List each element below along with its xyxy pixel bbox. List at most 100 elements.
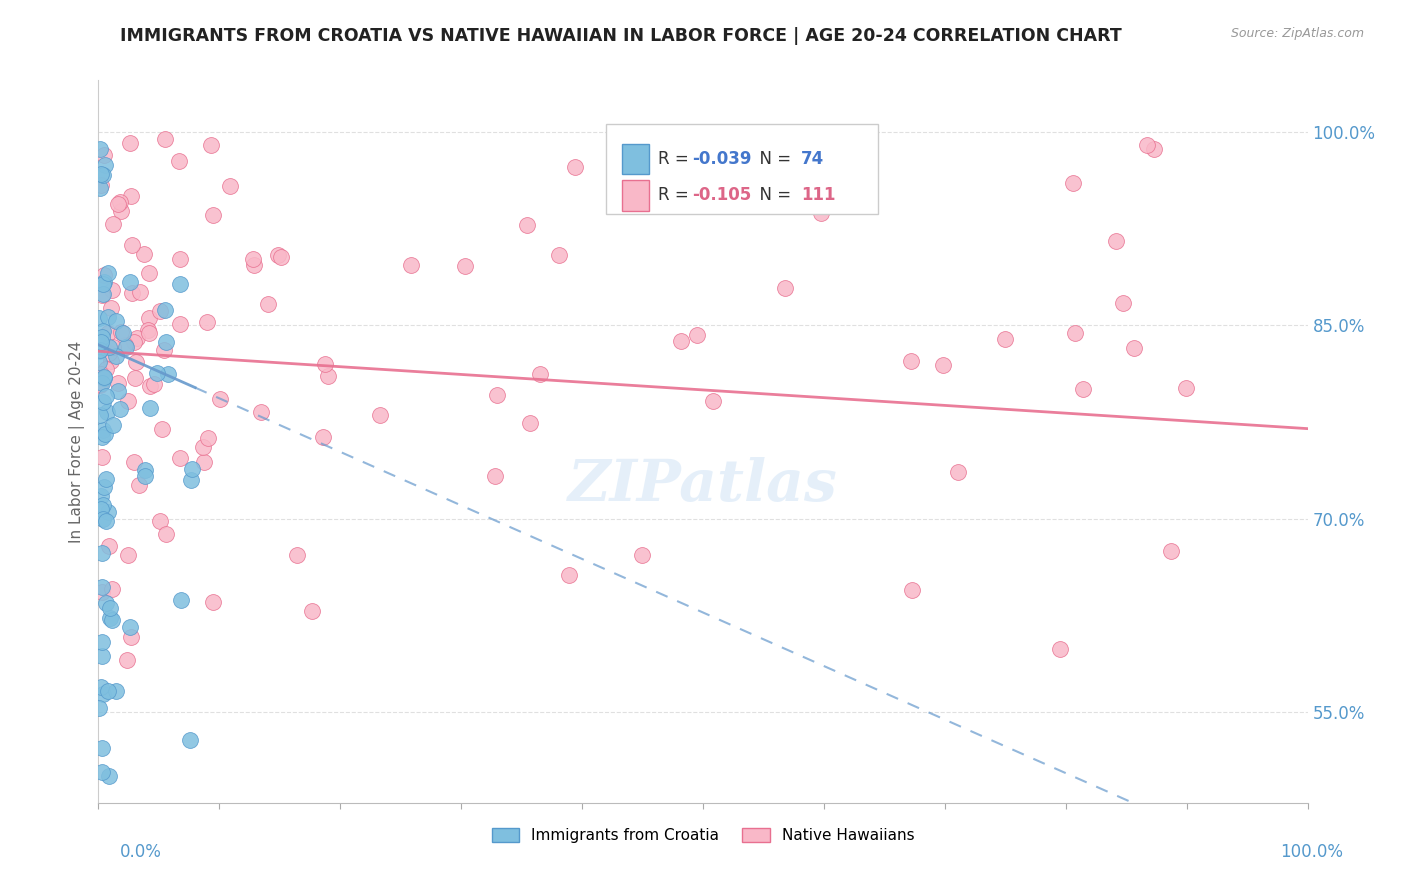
Point xyxy=(143,376,166,391)
Point xyxy=(117,548,139,562)
Point xyxy=(90,489,112,503)
Point xyxy=(90,167,112,181)
Point xyxy=(200,138,222,153)
Point xyxy=(994,332,1017,346)
Point xyxy=(98,601,121,615)
Text: -0.039: -0.039 xyxy=(692,150,752,168)
Point xyxy=(91,512,114,526)
Point xyxy=(900,354,922,368)
Point xyxy=(179,732,201,747)
Point xyxy=(932,359,955,373)
Point xyxy=(139,379,162,393)
Point xyxy=(1122,341,1144,355)
Point xyxy=(267,248,290,262)
Point xyxy=(97,266,120,280)
Point xyxy=(93,426,115,441)
Point xyxy=(110,325,132,339)
Text: R =: R = xyxy=(658,150,695,168)
Point xyxy=(138,266,160,280)
Point xyxy=(91,424,114,438)
Point xyxy=(118,620,141,634)
Point xyxy=(118,275,141,289)
Point xyxy=(90,178,112,192)
Point xyxy=(90,765,112,780)
Point xyxy=(149,304,172,318)
Point xyxy=(115,340,138,354)
Point xyxy=(519,416,541,430)
Point xyxy=(89,354,111,368)
Text: 100.0%: 100.0% xyxy=(1279,843,1343,861)
Point xyxy=(89,408,111,422)
Point xyxy=(257,296,280,310)
Point xyxy=(170,593,193,607)
Point xyxy=(91,277,114,291)
Point xyxy=(564,160,586,174)
Point xyxy=(127,331,149,345)
Point xyxy=(89,142,111,156)
Point xyxy=(93,687,115,701)
Point xyxy=(98,769,121,783)
Point xyxy=(138,311,160,326)
Point xyxy=(91,287,114,301)
Point xyxy=(91,740,114,755)
Point xyxy=(120,631,142,645)
Point xyxy=(93,148,115,162)
Point xyxy=(87,701,110,715)
Point xyxy=(96,596,118,610)
Point xyxy=(318,368,340,383)
Point xyxy=(96,405,118,419)
Point xyxy=(121,238,143,252)
Point xyxy=(94,389,117,403)
Text: R =: R = xyxy=(658,186,695,204)
Point xyxy=(150,421,173,435)
Point xyxy=(91,287,114,301)
Point xyxy=(557,567,579,582)
Point xyxy=(87,336,110,351)
Point xyxy=(486,388,509,402)
Text: IMMIGRANTS FROM CROATIA VS NATIVE HAWAIIAN IN LABOR FORCE | AGE 20-24 CORRELATIO: IMMIGRANTS FROM CROATIA VS NATIVE HAWAII… xyxy=(120,27,1121,45)
Point xyxy=(91,324,114,338)
Point xyxy=(90,368,112,382)
Point xyxy=(180,462,202,476)
Point xyxy=(149,514,172,528)
Point xyxy=(138,326,160,340)
Point xyxy=(97,326,120,341)
Point xyxy=(96,473,118,487)
Point xyxy=(87,310,110,325)
Point xyxy=(90,376,112,391)
Point xyxy=(93,371,115,385)
Point xyxy=(169,277,191,292)
Point xyxy=(87,343,110,358)
Point xyxy=(100,354,122,368)
Point xyxy=(93,268,115,282)
Point xyxy=(312,430,335,444)
Point xyxy=(270,251,292,265)
Point xyxy=(169,317,191,331)
Point xyxy=(301,604,323,618)
Point xyxy=(145,366,167,380)
Point xyxy=(1174,381,1197,395)
Point xyxy=(91,634,114,648)
Point xyxy=(89,377,111,392)
Legend: Immigrants from Croatia, Native Hawaiians: Immigrants from Croatia, Native Hawaiian… xyxy=(485,822,921,849)
Point xyxy=(129,285,152,299)
Point xyxy=(91,580,114,594)
Point xyxy=(671,334,693,348)
Point xyxy=(773,281,796,295)
Point xyxy=(287,548,309,562)
Point xyxy=(93,498,115,512)
Point xyxy=(810,206,832,220)
Y-axis label: In Labor Force | Age 20-24: In Labor Force | Age 20-24 xyxy=(69,341,84,542)
Point xyxy=(180,473,202,487)
Point xyxy=(169,450,191,465)
Point xyxy=(209,392,232,406)
Point xyxy=(242,252,264,267)
Point xyxy=(100,613,122,627)
Point xyxy=(101,218,124,232)
Point xyxy=(134,468,156,483)
Point xyxy=(193,455,215,469)
Point xyxy=(124,370,146,384)
Point xyxy=(107,376,129,390)
Point xyxy=(153,343,176,358)
Point xyxy=(97,346,120,360)
